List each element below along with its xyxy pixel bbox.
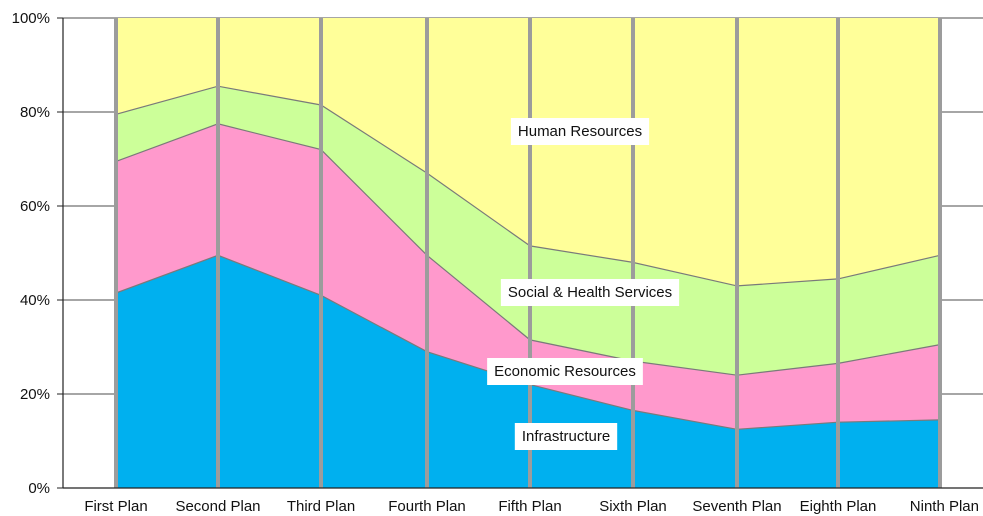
series-label-infrastructure: Infrastructure <box>514 423 618 450</box>
series-label-human-resources: Human Resources <box>510 118 650 145</box>
series-label-text: Social & Health Services <box>508 284 672 301</box>
series-label-box <box>510 118 650 145</box>
x-tick-label: Seventh Plan <box>692 498 781 515</box>
axis-layer <box>57 17 983 489</box>
x-tick-label: Second Plan <box>175 498 260 515</box>
x-tick-label: Eighth Plan <box>800 498 877 515</box>
y-tick-label: 0% <box>28 480 50 497</box>
plan-divider-lines <box>114 18 942 488</box>
x-tick-label: Fifth Plan <box>498 498 561 515</box>
y-tick-label: 100% <box>12 10 50 27</box>
area-social-and-health-services <box>116 86 940 376</box>
y-tick-labels: 0% 20% 40% 60% 80% 100% <box>12 10 50 497</box>
x-tick-label: Fourth Plan <box>388 498 466 515</box>
series-label-text: Infrastructure <box>522 428 610 445</box>
y-tick-label: 80% <box>20 104 50 121</box>
series-label-box <box>500 279 680 306</box>
series-label-box <box>487 358 643 385</box>
series-labels: Infrastructure Economic Resources Social &… <box>487 118 680 450</box>
series-label-text: Human Resources <box>518 123 642 140</box>
y-tick-label: 20% <box>20 386 50 403</box>
series-label-box <box>514 423 618 450</box>
series-label-social-and-health-services: Social & Health Services <box>500 279 680 306</box>
series-label-economic-resources: Economic Resources <box>487 358 643 385</box>
y-tick-label: 40% <box>20 292 50 309</box>
x-tick-label: Sixth Plan <box>599 498 667 515</box>
x-tick-label: First Plan <box>84 498 147 515</box>
x-tick-labels: First Plan Second Plan Third Plan Fourth Pl… <box>84 498 979 515</box>
series-label-text: Economic Resources <box>494 363 636 380</box>
y-tick-label: 60% <box>20 198 50 215</box>
x-tick-label: Ninth Plan <box>910 498 979 515</box>
x-tick-label: Third Plan <box>287 498 355 515</box>
